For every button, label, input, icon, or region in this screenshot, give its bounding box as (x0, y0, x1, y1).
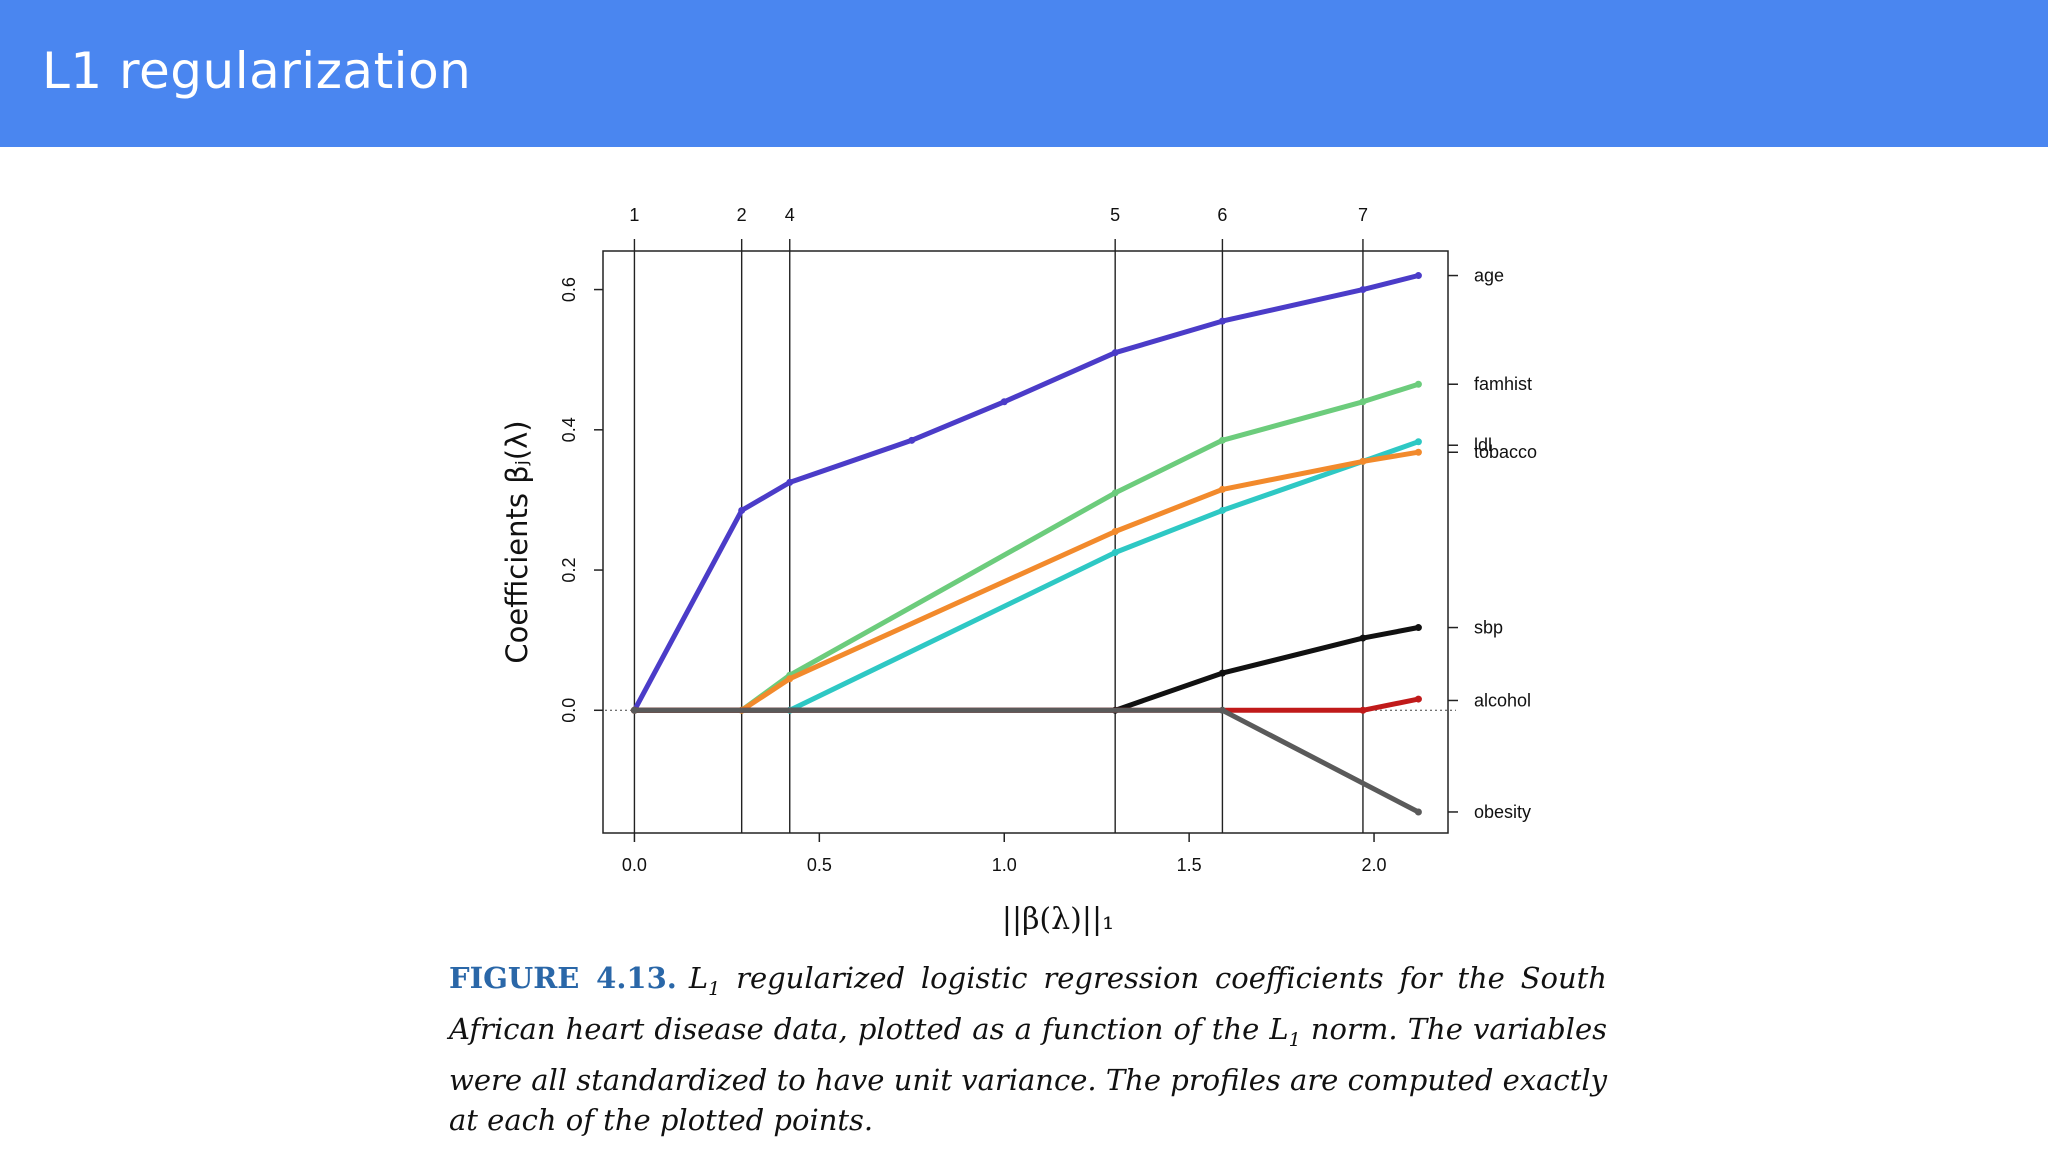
data-point-alcohol (1359, 706, 1367, 714)
figure-label: FIGURE 4.13. (449, 961, 677, 995)
data-point-age (1000, 398, 1008, 406)
data-point-age (1414, 272, 1422, 280)
data-point-tobacco (1218, 485, 1226, 493)
data-point-age (738, 506, 746, 514)
top-axis-label: 7 (1358, 205, 1368, 225)
y-tick-label: 0.4 (559, 417, 579, 442)
series-line-ldl (634, 439, 1420, 713)
data-point-ldl (1414, 438, 1422, 446)
data-point-age (1218, 317, 1226, 325)
data-point-famhist (1414, 380, 1422, 388)
x-tick-label: 1.5 (1177, 855, 1202, 875)
series-line-famhist (634, 381, 1420, 713)
data-point-age (1111, 349, 1119, 357)
figure-caption: FIGURE 4.13. L1 regularized logistic regr… (449, 958, 1607, 1140)
series-label-tobacco: tobacco (1474, 442, 1537, 462)
x-tick-label: 0.5 (807, 855, 832, 875)
data-point-alcohol (1414, 695, 1422, 703)
data-point-obesity (1218, 706, 1226, 714)
plot-frame (602, 250, 1449, 834)
slide-title: L1 regularization (42, 42, 472, 100)
coefficient-path-chart: 0.0 0.5 1.0 1.5 2.0 0.0 0.2 0.4 0.6 ||β(λ)||₁ Coef… (500, 205, 1537, 937)
y-tick-label: 0.2 (559, 558, 579, 583)
data-point-age (786, 478, 794, 486)
x-tick-label: 2.0 (1362, 855, 1387, 875)
x-axis-label: ||β(λ)||₁ (1002, 902, 1114, 937)
data-point-age (908, 436, 916, 444)
data-point-ldl (1218, 506, 1226, 514)
x-tick-label: 1.0 (992, 855, 1017, 875)
y-tick-label: 0.0 (559, 698, 579, 723)
series-label-alcohol: alcohol (1474, 690, 1531, 710)
x-tick-label: 0.0 (622, 855, 647, 875)
data-point-tobacco (1359, 457, 1367, 465)
data-point-tobacco (1111, 527, 1119, 535)
data-point-sbp (1414, 624, 1422, 632)
data-point-obesity (1414, 808, 1422, 816)
y-tick-label: 0.6 (559, 277, 579, 302)
top-axis-label: 2 (737, 205, 747, 225)
series-label-obesity: obesity (1474, 802, 1531, 822)
data-point-famhist (1218, 436, 1226, 444)
series-label-famhist: famhist (1474, 374, 1532, 394)
series-label-ldl: ldl (1474, 435, 1492, 455)
series-line-obesity (634, 707, 1420, 815)
top-axis-label: 1 (629, 205, 639, 225)
y-axis-label: Coefficients βⱼ(λ) (500, 420, 534, 663)
figure-caption-text: L1 regularized logistic regression coeff… (449, 961, 1607, 1137)
data-point-ldl (1111, 549, 1119, 557)
data-point-obesity (630, 706, 638, 714)
data-point-sbp (1359, 634, 1367, 642)
top-axis-label: 4 (785, 205, 795, 225)
data-point-tobacco (786, 675, 794, 683)
data-point-sbp (1218, 669, 1226, 677)
top-axis-label: 5 (1110, 205, 1120, 225)
series-label-sbp: sbp (1474, 618, 1503, 638)
data-point-age (1359, 286, 1367, 294)
series-line-tobacco (634, 449, 1419, 713)
data-point-tobacco (1414, 448, 1422, 456)
data-point-famhist (1359, 398, 1367, 406)
series-label-age: age (1474, 266, 1504, 286)
data-point-famhist (1111, 489, 1119, 497)
series-line-sbp (634, 625, 1419, 713)
slide-header: L1 regularization (0, 0, 2048, 147)
top-axis-label: 6 (1217, 205, 1227, 225)
series-line-age (632, 273, 1420, 712)
